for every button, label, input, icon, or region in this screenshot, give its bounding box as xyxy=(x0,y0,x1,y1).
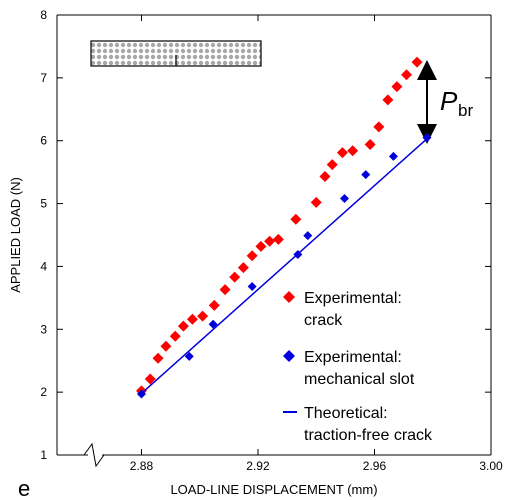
y-tick-label: 1 xyxy=(40,448,47,462)
fit-line xyxy=(140,138,428,394)
data-point xyxy=(184,351,194,361)
panel-label: e xyxy=(18,476,30,500)
data-point xyxy=(347,145,359,157)
data-point xyxy=(382,94,394,106)
data-point xyxy=(364,138,376,150)
data-point xyxy=(219,284,231,296)
x-tick-label: 2.96 xyxy=(363,459,387,473)
data-point xyxy=(186,313,198,325)
data-point xyxy=(391,81,403,93)
data-point xyxy=(303,231,313,241)
data-point xyxy=(272,233,284,245)
data-point xyxy=(246,250,258,262)
y-tick-label: 2 xyxy=(40,385,47,399)
x-axis-title: LOAD-LINE DISPLACEMENT (mm) xyxy=(170,482,377,497)
y-tick-label: 4 xyxy=(40,259,47,273)
data-point xyxy=(160,340,172,352)
data-point xyxy=(264,235,276,247)
y-tick-label: 3 xyxy=(40,322,47,336)
data-point xyxy=(177,320,189,332)
legend-label: Experimental: crack xyxy=(304,290,402,329)
data-point xyxy=(152,352,164,364)
data-point xyxy=(373,121,385,133)
legend-swatch xyxy=(283,291,295,303)
y-tick-label: 8 xyxy=(40,8,47,22)
y-axis-title: APPLIED LOAD (N) xyxy=(8,177,23,293)
y-tick-label: 5 xyxy=(40,197,47,211)
data-point xyxy=(229,271,241,283)
legend-swatch xyxy=(283,350,295,362)
data-point xyxy=(290,213,302,225)
legend-line: crack xyxy=(304,312,343,329)
data-point xyxy=(336,147,348,159)
data-point xyxy=(237,262,249,274)
data-point xyxy=(255,240,267,252)
data-point xyxy=(361,170,371,180)
plot-frame xyxy=(56,14,492,468)
data-point xyxy=(388,151,398,161)
data-point xyxy=(411,56,423,68)
data-point xyxy=(169,330,181,342)
legend-line: mechanical slot xyxy=(304,371,415,388)
x-tick-label: 3.00 xyxy=(479,459,503,473)
x-tick-label: 2.88 xyxy=(130,459,154,473)
pbr-subscript: br xyxy=(458,101,473,120)
data-point xyxy=(319,171,331,183)
x-tick-label: 2.92 xyxy=(246,459,270,473)
legend-line: Experimental: xyxy=(304,290,402,307)
legend-line: traction-free crack xyxy=(304,427,433,444)
legend-line: Experimental: xyxy=(304,349,402,366)
data-point xyxy=(144,373,156,385)
data-point xyxy=(339,194,349,204)
data-point xyxy=(401,69,413,81)
data-point xyxy=(422,133,432,143)
data-point xyxy=(208,299,220,311)
y-tick-label: 6 xyxy=(40,134,47,148)
y-tick-label: 7 xyxy=(40,71,47,85)
legend-label: Theoretical: traction-free crack xyxy=(304,405,433,444)
data-point xyxy=(310,196,322,208)
axis-break xyxy=(83,442,105,468)
data-point xyxy=(247,282,257,292)
data-point xyxy=(326,159,338,171)
pbr-symbol: P xyxy=(440,86,458,116)
data-point xyxy=(197,310,209,322)
legend-line: Theoretical: xyxy=(304,405,388,422)
legend-label: Experimental: mechanical slot xyxy=(304,349,415,388)
